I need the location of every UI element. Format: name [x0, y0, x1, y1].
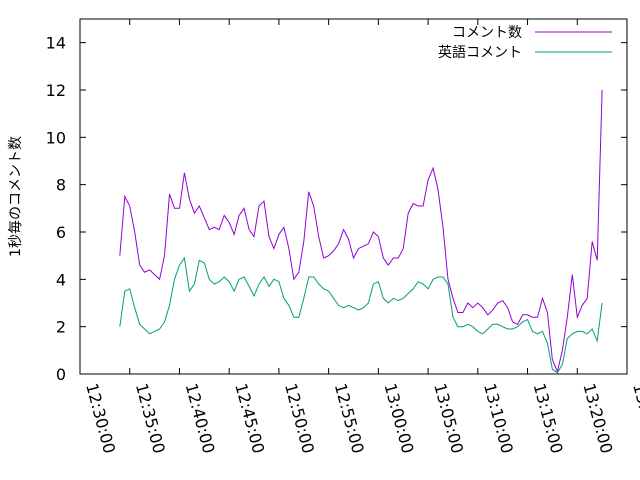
legend-label-2: 英語コメント: [438, 44, 522, 61]
y-tick-label: 14: [46, 34, 66, 53]
y-tick-label: 8: [56, 176, 66, 195]
y-tick-label: 12: [46, 81, 66, 100]
y-tick-label: 6: [56, 223, 66, 242]
y-axis: 0 2 4 6 8 10 12 14: [46, 34, 627, 384]
y-tick-label: 2: [56, 318, 66, 337]
plot-border: [79, 18, 628, 375]
y-axis-label: 1秒毎のコメント数: [8, 136, 24, 257]
y-tick-label: 10: [46, 128, 66, 147]
series-line-2: [119, 256, 603, 374]
legend-label-1: コメント数: [452, 25, 522, 41]
series-group: [119, 89, 603, 374]
series-line-1: [119, 89, 603, 374]
y-tick-label: 0: [56, 365, 66, 384]
y-tick-label: 4: [56, 270, 66, 289]
